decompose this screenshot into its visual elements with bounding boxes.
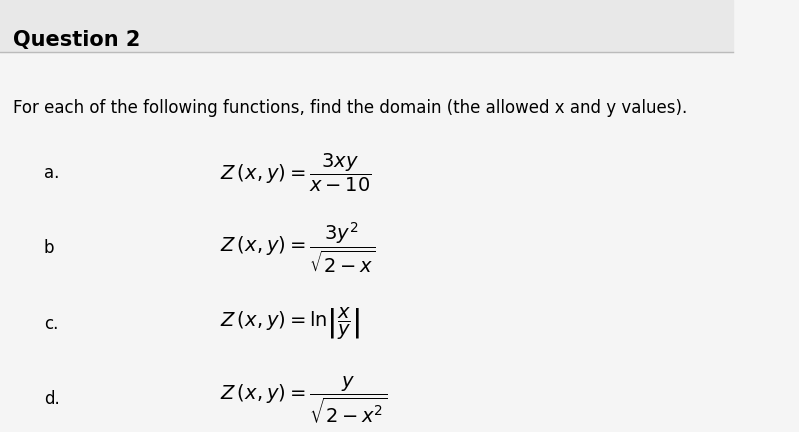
Text: b: b <box>44 239 54 257</box>
Text: $Z\,(x, y) = \dfrac{y}{\sqrt{2-x^2}}$: $Z\,(x, y) = \dfrac{y}{\sqrt{2-x^2}}$ <box>220 374 388 425</box>
FancyBboxPatch shape <box>0 0 733 52</box>
Text: For each of the following functions, find the domain (the allowed x and y values: For each of the following functions, fin… <box>14 99 687 117</box>
Text: $Z\,(x, y) = \ln\!\left|\dfrac{x}{y}\right|$: $Z\,(x, y) = \ln\!\left|\dfrac{x}{y}\rig… <box>220 305 360 342</box>
Text: d.: d. <box>44 390 60 408</box>
Text: $Z\,(x, y) = \dfrac{3y^2}{\sqrt{2-x}}$: $Z\,(x, y) = \dfrac{3y^2}{\sqrt{2-x}}$ <box>220 220 376 276</box>
Text: a.: a. <box>44 164 59 181</box>
Text: $Z\,(x, y) = \dfrac{3xy}{x-10}$: $Z\,(x, y) = \dfrac{3xy}{x-10}$ <box>220 152 372 194</box>
Text: c.: c. <box>44 314 58 333</box>
Text: Question 2: Question 2 <box>14 30 141 50</box>
